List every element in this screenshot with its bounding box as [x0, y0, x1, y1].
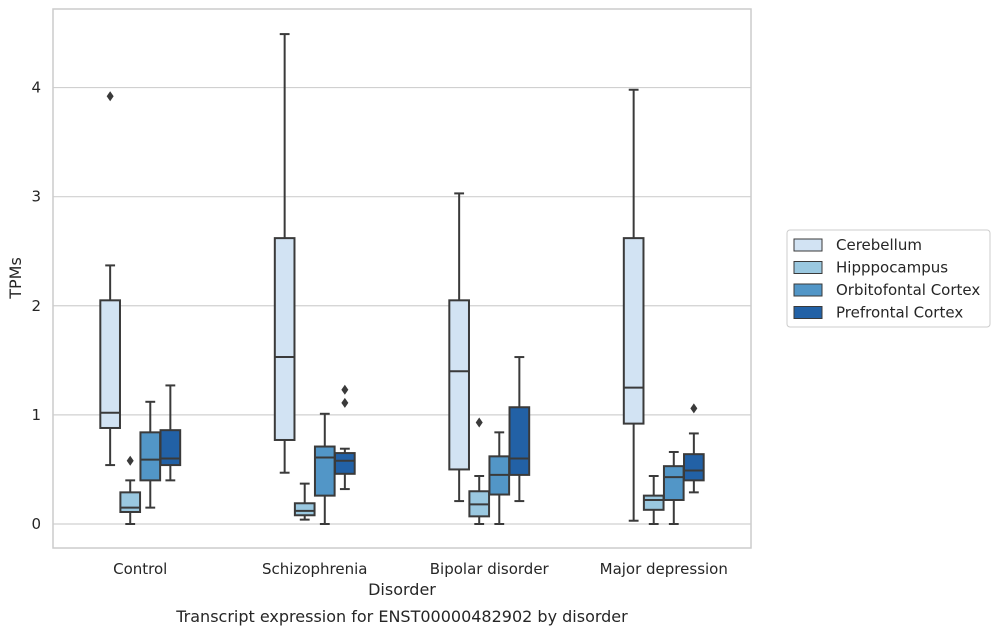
legend-swatch — [793, 283, 823, 297]
box — [642, 474, 665, 525]
box-body — [139, 431, 162, 482]
x-tick-label: Major depression — [600, 560, 728, 578]
box — [293, 482, 316, 521]
box-body — [508, 406, 531, 476]
box — [468, 417, 491, 525]
legend-label: Orbitofontal Cortex — [836, 281, 980, 299]
outlier-point — [690, 403, 698, 414]
box-body — [683, 453, 705, 482]
outlier-point — [341, 384, 349, 395]
box — [488, 431, 511, 525]
legend-swatch — [793, 261, 823, 274]
box-body — [642, 494, 665, 511]
y-axis-title: TPMs — [6, 257, 25, 300]
box-body — [293, 502, 316, 517]
box-body — [119, 491, 142, 513]
box-body — [99, 299, 121, 429]
box — [448, 192, 470, 503]
x-axis-title: Disorder — [368, 580, 436, 599]
figure-caption: Transcript expression for ENST0000048290… — [175, 607, 628, 626]
legend-label: Prefrontal Cortex — [836, 304, 963, 322]
outlier-point — [126, 455, 134, 466]
box-body — [448, 299, 470, 471]
legend: Cerebellum Hipppocampus Orbitofontal Corte… — [786, 229, 991, 328]
y-tick-label: 1 — [31, 406, 41, 424]
box — [622, 88, 645, 522]
legend-swatch — [793, 306, 823, 319]
box — [508, 356, 531, 503]
y-tick-label: 2 — [31, 297, 41, 315]
legend-label: Hipppocampus — [836, 259, 948, 277]
box-series — [99, 33, 705, 525]
box — [159, 384, 182, 482]
box-body — [273, 237, 296, 441]
box — [334, 384, 356, 491]
x-tick-label: Control — [113, 560, 167, 578]
box — [683, 403, 705, 494]
legend-frame — [786, 229, 991, 328]
plot-area-frame — [52, 8, 752, 549]
outlier-point — [475, 417, 483, 428]
x-tick-label: Bipolar disorder — [430, 560, 550, 578]
legend-label: Cerebellum — [836, 236, 922, 254]
box-body — [334, 452, 356, 475]
outlier-point — [106, 91, 114, 102]
y-axis-tick-labels: 0 1 2 3 4 — [31, 79, 41, 533]
box-body — [622, 237, 645, 425]
box-body — [159, 429, 182, 467]
y-tick-label: 0 — [31, 515, 41, 533]
y-tick-label: 3 — [31, 188, 41, 206]
x-tick-label: Schizophrenia — [262, 560, 367, 578]
legend-swatch — [793, 238, 823, 252]
box — [139, 400, 162, 509]
box — [662, 450, 685, 525]
box — [273, 33, 296, 474]
box — [99, 91, 121, 467]
box — [313, 412, 336, 525]
x-axis-tick-labels: Control Schizophrenia Bipolar disorder Majo… — [113, 560, 728, 578]
y-tick-label: 4 — [31, 79, 41, 97]
box — [119, 455, 142, 525]
box-body — [313, 445, 336, 497]
box-body — [662, 465, 685, 501]
outlier-point — [341, 397, 349, 408]
